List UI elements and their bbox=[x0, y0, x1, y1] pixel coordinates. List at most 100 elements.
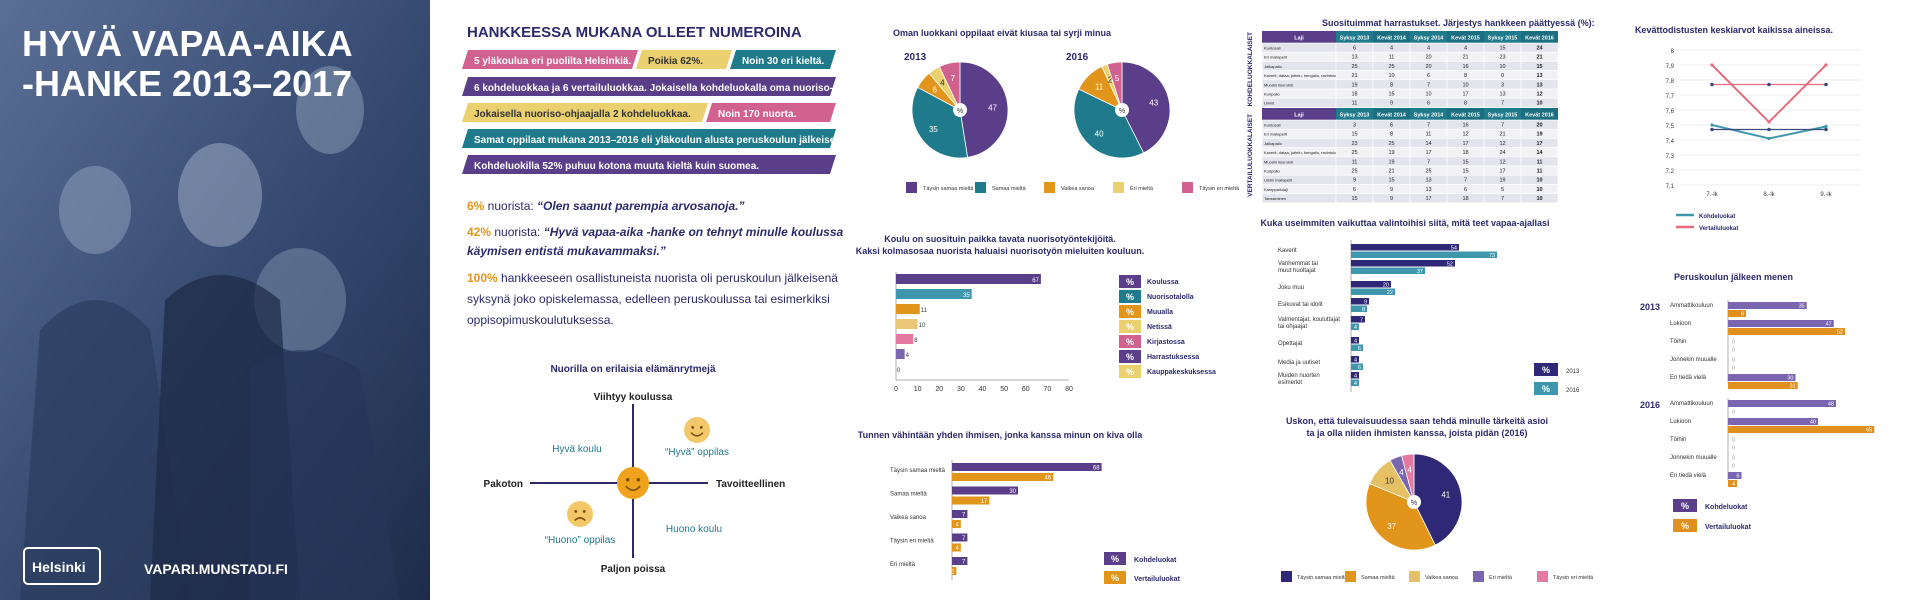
chart2-bar bbox=[896, 304, 920, 314]
table-header-text: Kevät 2015 bbox=[1451, 113, 1480, 119]
chart8-bar-value: 8 bbox=[1741, 312, 1744, 318]
chart8-bar bbox=[1728, 382, 1798, 389]
table-cell-text: 16 bbox=[1462, 123, 1468, 129]
chart7-point bbox=[1710, 123, 1714, 127]
table-header-text: Laji bbox=[1294, 113, 1304, 119]
chart1-pie-2013-slice-label: 4 bbox=[940, 79, 945, 88]
chart3-bar-value: 7 bbox=[962, 513, 966, 519]
chart6-title-l2: ta ja olla niiden ihmisten kanssa, joist… bbox=[1306, 428, 1527, 438]
chart3-category-label: Eri mieltä bbox=[890, 562, 916, 568]
chart7-ref-point bbox=[1710, 127, 1714, 132]
chart7-tick: 8 bbox=[1671, 49, 1675, 55]
table-cell-text: 19 bbox=[1351, 82, 1357, 88]
chart8-legend-label: Vertailuluokat bbox=[1705, 524, 1752, 531]
table-cell-text: 10 bbox=[1388, 73, 1394, 79]
chart2-tick: 30 bbox=[957, 386, 965, 393]
chart1-legend-label: Samaa mieltä bbox=[992, 186, 1027, 192]
chart5-bar-value: 4 bbox=[1354, 374, 1357, 380]
chart2-tick: 40 bbox=[979, 386, 987, 393]
chart3-bar bbox=[952, 473, 1054, 481]
chart7-ref-point bbox=[1767, 82, 1771, 87]
table-cell-text: Jalkapallo bbox=[1264, 64, 1283, 69]
chart5-bar bbox=[1351, 298, 1369, 305]
table-cell-text: 23 bbox=[1351, 141, 1357, 147]
chart1-pie-2016-slice bbox=[1121, 61, 1171, 154]
chart5-bar-value: 8 bbox=[1362, 307, 1365, 313]
chart5-bar-value: 4 bbox=[1354, 358, 1357, 364]
table-cell-text: 16 bbox=[1462, 64, 1468, 70]
table-cell-text: 19 bbox=[1536, 132, 1542, 138]
chart8-category-label: Töihin bbox=[1670, 339, 1686, 345]
chart6-legend-swatch bbox=[1473, 571, 1484, 582]
chart2-category-label: Kauppakeskuksessa bbox=[1147, 369, 1216, 376]
chart1-legend-swatch bbox=[1182, 182, 1193, 193]
table-cell-text: 15 bbox=[1388, 92, 1394, 98]
chart2-legend-swatch bbox=[1119, 305, 1141, 318]
chart5-bar bbox=[1351, 305, 1367, 312]
table-cell-text: 11 bbox=[1389, 55, 1395, 61]
table-cell-text: 24 bbox=[1499, 150, 1505, 156]
table-cell-text: 17 bbox=[1499, 169, 1505, 175]
chart3-bar-value: 7 bbox=[962, 536, 966, 542]
chart5-bar-value: 37 bbox=[1417, 269, 1423, 275]
chart5-bar bbox=[1351, 323, 1359, 330]
chart2-bar bbox=[896, 334, 914, 344]
chart8-bar bbox=[1728, 400, 1836, 407]
table-cell-text: 10 bbox=[1536, 196, 1542, 202]
table-cell-text: 11 bbox=[1537, 169, 1543, 175]
chart7-ref-point bbox=[1710, 82, 1714, 87]
chart8-group-label: 2013 bbox=[1640, 302, 1660, 312]
table-cell-text: 19 bbox=[1499, 178, 1505, 184]
rhythm-q4: Huono koulu bbox=[666, 524, 722, 535]
hero-url: VAPARI.MUNSTADI.FI bbox=[144, 561, 288, 577]
chart2-bar bbox=[896, 289, 972, 299]
chart1-legend-label: Vaikea sanoa bbox=[1061, 186, 1095, 192]
chart6-pie-slice bbox=[1413, 453, 1463, 546]
table-cell-text: 17 bbox=[1462, 141, 1468, 147]
chart2-bar-value: 8 bbox=[914, 338, 918, 344]
table-cell-text: 12 bbox=[1536, 92, 1542, 98]
chart5-category-label: esimerkit bbox=[1278, 380, 1302, 386]
chart7-legend-label: Kohdeluokat bbox=[1699, 214, 1735, 220]
chart8-category-label: Töihin bbox=[1670, 437, 1686, 443]
chart2-category-label: Nuorisotalolla bbox=[1147, 294, 1194, 301]
chart1-pie-2016-percent-sign: % bbox=[1119, 108, 1125, 115]
table-cell-text: 14 bbox=[1425, 141, 1431, 147]
chart7-category-label: 8.-lk bbox=[1763, 192, 1775, 198]
chart3-bar bbox=[952, 496, 990, 505]
number-band bbox=[636, 50, 732, 69]
chart2-category-label: Muualla bbox=[1147, 309, 1173, 316]
chart3-legend-label: Kohdeluokat bbox=[1134, 557, 1177, 564]
chart5-bar-value: 4 bbox=[1354, 325, 1357, 331]
smiley-good-icon bbox=[684, 417, 710, 443]
chart2-category-label: Kirjastossa bbox=[1147, 339, 1185, 346]
chart6-slice-label: 4 bbox=[1399, 468, 1404, 477]
table-cell-text: 7 bbox=[1501, 101, 1504, 107]
number-band-text: Noin 170 nuorta. bbox=[718, 109, 797, 120]
table-header-text: Laji bbox=[1294, 36, 1304, 42]
chart8-bar-value: 0 bbox=[1732, 358, 1735, 364]
chart3-bar bbox=[952, 520, 961, 528]
table-cell-text: 25 bbox=[1388, 141, 1394, 147]
smiley-center-icon-eye bbox=[625, 478, 630, 482]
rhythm-q3: “Huono” oppilas bbox=[545, 535, 616, 546]
chart6-slice-label: 41 bbox=[1441, 491, 1450, 500]
quote-span: 6% bbox=[467, 199, 485, 213]
table-cell-text: 17 bbox=[1425, 196, 1431, 202]
chart8-bar-value: 0 bbox=[1732, 464, 1735, 470]
chart3-bar bbox=[952, 543, 961, 552]
table-cell-text: 15 bbox=[1462, 159, 1468, 165]
table-cell-text: 25 bbox=[1425, 169, 1431, 175]
chart8-bar-value: 47 bbox=[1826, 322, 1832, 328]
chart8-bar bbox=[1728, 320, 1834, 327]
table-cell-text: 7 bbox=[1427, 159, 1430, 165]
table-cell-text: 3 bbox=[1353, 123, 1356, 129]
chart8-category-label: Jonnekin muualle bbox=[1670, 357, 1717, 363]
table-header-cell bbox=[1521, 31, 1558, 43]
chart7-point bbox=[1710, 63, 1714, 67]
chart3-bar bbox=[952, 463, 1102, 471]
chart2-bar-value: 10 bbox=[919, 323, 926, 329]
table-cell-text: 9 bbox=[1353, 178, 1356, 184]
table-header-cell bbox=[1373, 108, 1410, 120]
table-cell-text: 18 bbox=[1351, 92, 1357, 98]
